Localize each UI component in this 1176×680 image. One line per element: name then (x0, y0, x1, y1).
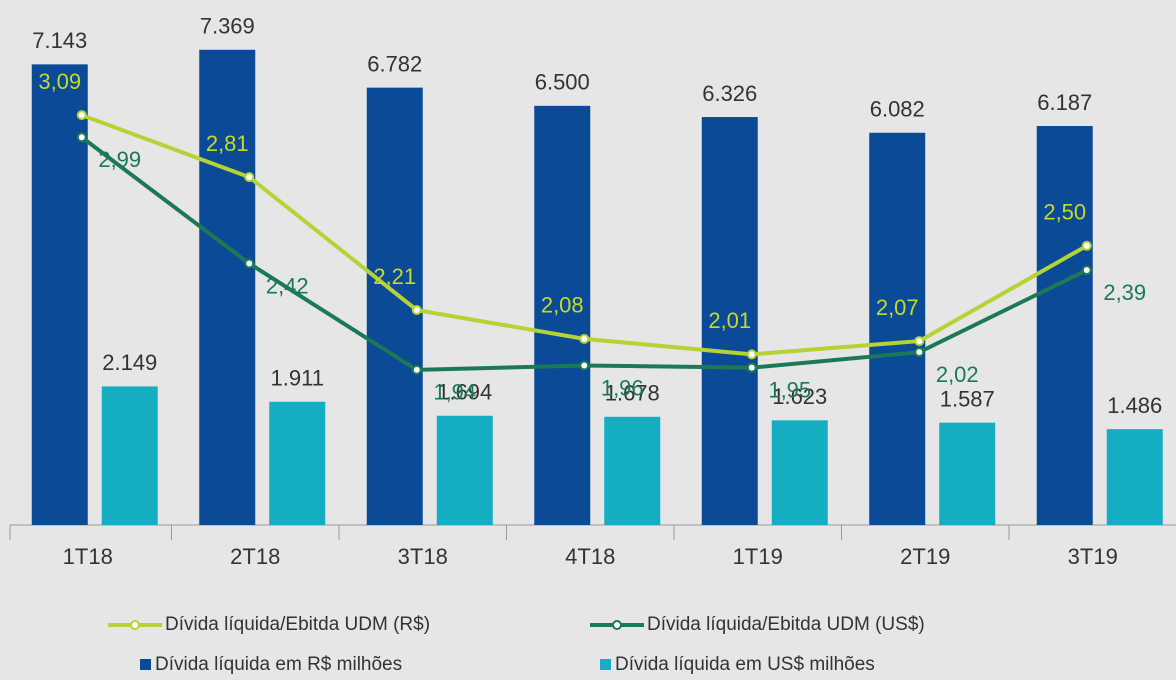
bar (436, 415, 493, 525)
x-tick-label: 3T19 (1068, 544, 1118, 569)
line-marker (746, 349, 757, 360)
line-marker (914, 347, 925, 358)
bar (199, 49, 256, 525)
line-value-label: 2,08 (541, 293, 584, 318)
bar (939, 422, 996, 525)
line-marker (914, 336, 925, 347)
line-value-label: 3,09 (38, 69, 81, 94)
bar-value-label: 1.911 (271, 366, 324, 391)
line-value-label: 2,99 (98, 147, 141, 172)
line-value-label: 1,96 (601, 375, 644, 400)
bar-value-label: 6.187 (1037, 90, 1092, 115)
bar-value-label: 1.486 (1107, 393, 1162, 418)
legend-swatch (140, 659, 151, 670)
line-marker (244, 172, 255, 183)
x-tick-label: 2T19 (900, 544, 950, 569)
bar (31, 64, 88, 526)
line-marker (1081, 240, 1092, 251)
bar (534, 105, 591, 525)
line-marker (411, 305, 422, 316)
bar (101, 386, 158, 525)
bar (1036, 126, 1093, 525)
line-value-label: 2,02 (936, 362, 979, 387)
line-value-label: 2,01 (708, 308, 751, 333)
bar-value-label: 7.369 (200, 14, 255, 39)
bar (1106, 429, 1163, 525)
line-value-label: 2,50 (1043, 200, 1086, 225)
line-marker (579, 333, 590, 344)
legend-label: Dívida líquida/Ebitda UDM (US$) (647, 614, 925, 635)
line-marker (411, 364, 422, 375)
bar (701, 117, 758, 525)
bar-value-label: 6.082 (870, 97, 925, 122)
bar (869, 132, 926, 525)
line-value-label: 2,42 (266, 273, 309, 298)
x-tick-label: 4T18 (565, 544, 615, 569)
line-marker (244, 258, 255, 269)
line-value-label: 2,39 (1103, 280, 1146, 305)
bar-value-label: 2.149 (102, 350, 157, 375)
line-marker (76, 110, 87, 121)
line-marker (579, 360, 590, 371)
bar-value-label: 1.678 (605, 381, 660, 406)
bar-value-label: 1.623 (772, 384, 827, 409)
line-value-label: 1,94 (433, 380, 476, 405)
legend-marker (130, 620, 140, 630)
line-value-label: 1,95 (768, 377, 811, 402)
bar-value-label: 1.587 (940, 386, 995, 411)
bar-value-label: 6.500 (535, 70, 590, 95)
line-marker (746, 362, 757, 373)
x-tick-label: 3T18 (398, 544, 448, 569)
legend-label: Dívida líquida/Ebitda UDM (R$) (165, 614, 430, 635)
x-tick-label: 1T19 (733, 544, 783, 569)
legend-label: Dívida líquida em R$ milhões (155, 654, 402, 675)
bar-value-label: 6.782 (367, 51, 422, 76)
bar-value-label: 1.694 (437, 380, 492, 405)
line-marker (76, 132, 87, 143)
x-tick-label: 2T18 (230, 544, 280, 569)
legend-label: Dívida líquida em US$ milhões (615, 654, 875, 675)
line-marker (1081, 265, 1092, 276)
legend-swatch (600, 659, 611, 670)
line-value-label: 2,81 (206, 131, 249, 156)
legend-marker (612, 620, 622, 630)
x-tick-label: 1T18 (63, 544, 113, 569)
bar-value-label: 7.143 (32, 28, 87, 53)
bar (771, 420, 828, 525)
line-value-label: 2,07 (876, 295, 919, 320)
line-value-label: 2,21 (373, 264, 416, 289)
bar (269, 401, 326, 525)
bar-value-label: 6.326 (702, 81, 757, 106)
bar (604, 416, 661, 525)
